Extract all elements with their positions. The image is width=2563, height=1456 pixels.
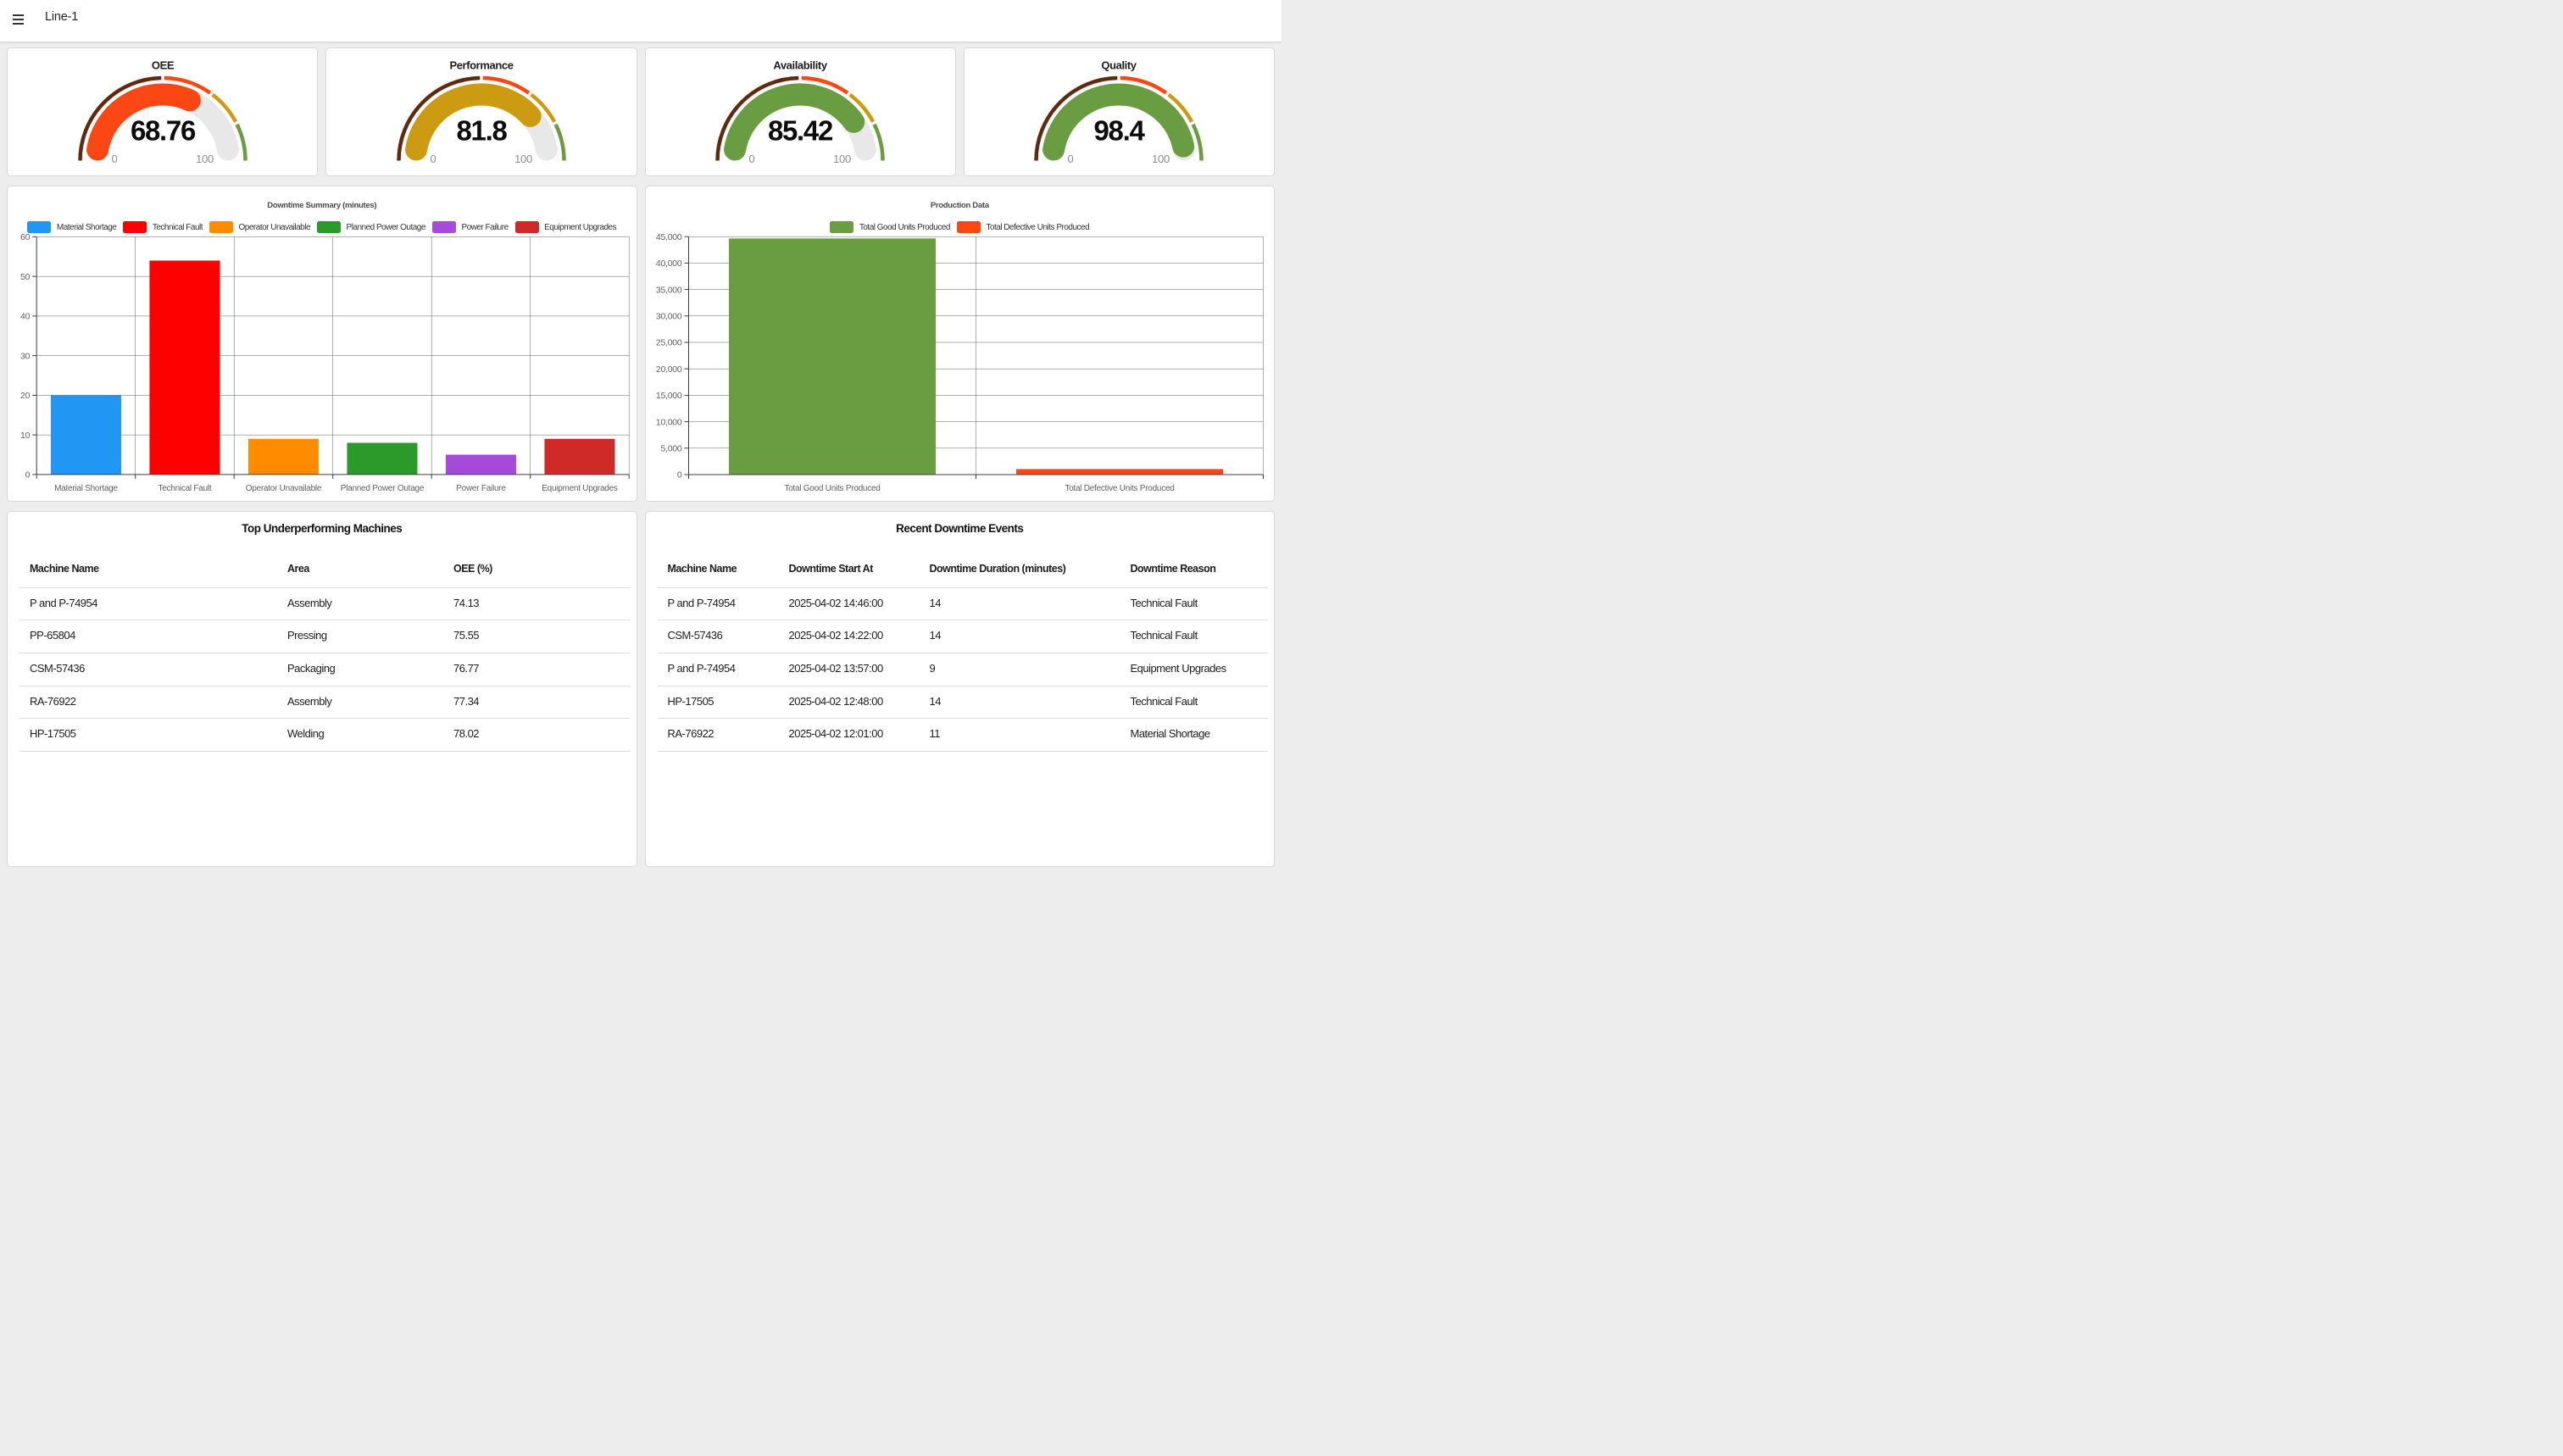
svg-text:Availability: Availability xyxy=(773,59,828,72)
svg-text:20,000: 20,000 xyxy=(655,364,681,374)
svg-text:100: 100 xyxy=(833,153,851,165)
svg-text:Total Defective Units Produced: Total Defective Units Produced xyxy=(1065,484,1174,493)
svg-text:40: 40 xyxy=(20,311,31,321)
svg-text:100: 100 xyxy=(1152,153,1170,165)
svg-text:Planned Power Outage: Planned Power Outage xyxy=(341,483,425,492)
svg-text:30,000: 30,000 xyxy=(655,311,681,321)
svg-text:5,000: 5,000 xyxy=(660,443,681,453)
svg-text:85.42: 85.42 xyxy=(768,115,833,147)
svg-text:81.8: 81.8 xyxy=(456,115,507,147)
svg-text:0: 0 xyxy=(25,470,31,480)
svg-text:Technical Fault: Technical Fault xyxy=(158,483,211,492)
svg-text:40,000: 40,000 xyxy=(655,258,681,269)
svg-text:100: 100 xyxy=(196,153,214,165)
svg-text:30: 30 xyxy=(20,351,31,361)
svg-text:Equipment Upgrades: Equipment Upgrades xyxy=(542,483,618,492)
svg-text:Total Good Units Produced: Total Good Units Produced xyxy=(784,484,880,493)
svg-text:Quality: Quality xyxy=(1102,59,1137,72)
svg-text:35,000: 35,000 xyxy=(655,285,681,295)
svg-text:Material Shortage: Material Shortage xyxy=(54,483,118,492)
svg-text:0: 0 xyxy=(1068,153,1074,165)
svg-text:98.4: 98.4 xyxy=(1094,115,1146,147)
svg-text:Operator Unavailable: Operator Unavailable xyxy=(246,483,322,492)
svg-text:Performance: Performance xyxy=(449,59,513,72)
svg-text:60: 60 xyxy=(20,232,31,242)
svg-text:15,000: 15,000 xyxy=(655,391,681,401)
svg-text:0: 0 xyxy=(749,153,755,165)
svg-text:0: 0 xyxy=(430,153,436,165)
svg-text:50: 50 xyxy=(20,271,31,281)
svg-text:100: 100 xyxy=(514,153,532,165)
svg-text:68.76: 68.76 xyxy=(131,115,196,147)
svg-text:0: 0 xyxy=(111,153,117,165)
svg-text:Power Failure: Power Failure xyxy=(456,483,506,492)
svg-text:OEE: OEE xyxy=(151,59,174,72)
svg-text:45,000: 45,000 xyxy=(655,231,681,242)
svg-text:10,000: 10,000 xyxy=(655,417,681,427)
svg-text:0: 0 xyxy=(676,470,681,480)
svg-text:10: 10 xyxy=(20,430,31,440)
svg-text:20: 20 xyxy=(20,391,31,401)
svg-text:25,000: 25,000 xyxy=(655,337,681,347)
